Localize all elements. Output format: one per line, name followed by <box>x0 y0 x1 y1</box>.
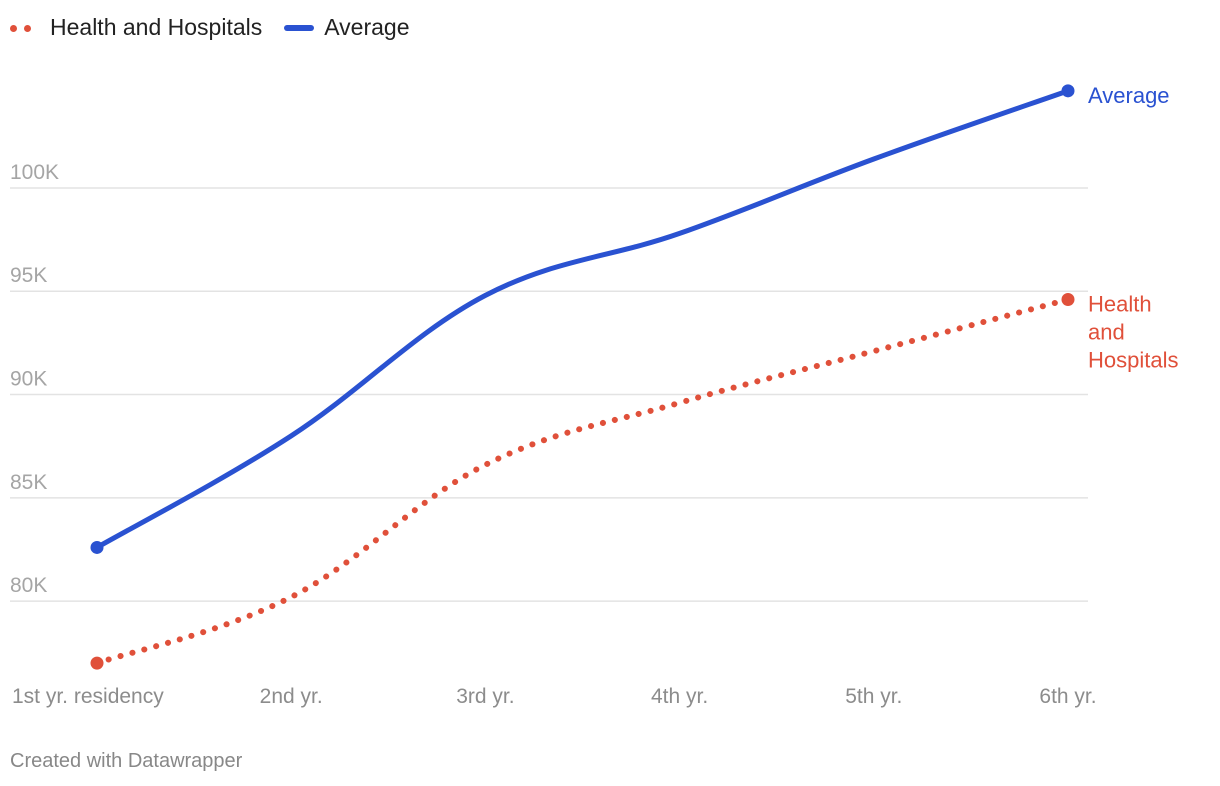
legend-item-average: Average <box>284 14 410 41</box>
x-tick-label: 3rd yr. <box>456 685 514 708</box>
y-axis-tick-labels: 80K 85K 90K 95K 100K <box>10 161 59 597</box>
legend-label-average: Average <box>324 14 410 40</box>
series-lines <box>90 84 1075 670</box>
x-tick-label: 6th yr. <box>1039 685 1096 708</box>
chart-legend: Health and Hospitals Average <box>10 14 410 41</box>
data-point-health-and-hospitals-start <box>90 656 104 670</box>
x-tick-label: 4th yr. <box>651 685 708 708</box>
data-point-average-start <box>90 540 104 554</box>
x-axis-tick-labels: 1st yr. residency 2nd yr. 3rd yr. 4th yr. 5t… <box>12 685 1097 708</box>
y-tick-label: 90K <box>10 368 47 391</box>
y-tick-label: 100K <box>10 161 59 184</box>
y-tick-label: 85K <box>10 471 47 494</box>
legend-swatch-dotted <box>10 24 40 32</box>
data-point-health-and-hospitals-end <box>1061 293 1075 307</box>
series-line-average <box>94 88 1071 550</box>
y-tick-label: 80K <box>10 574 47 597</box>
data-point-average-end <box>1061 84 1075 98</box>
x-tick-label: 1st yr. residency <box>12 685 164 708</box>
end-label-health-and-hospitals: Health and Hospitals <box>1088 292 1178 373</box>
legend-item-health-and-hospitals: Health and Hospitals <box>10 14 262 41</box>
end-label-average: Average <box>1088 83 1170 108</box>
legend-label-health-and-hospitals: Health and Hospitals <box>50 14 263 40</box>
x-tick-label: 5th yr. <box>845 685 902 708</box>
chart-credit: Created with Datawrapper <box>10 750 243 772</box>
series-line-health-and-hospitals <box>94 296 1071 667</box>
gridlines <box>10 187 1088 602</box>
x-tick-label: 2nd yr. <box>260 685 323 708</box>
legend-swatch-solid <box>284 24 315 31</box>
series-end-labels: Health and Hospitals Average <box>1088 83 1178 373</box>
y-tick-label: 95K <box>10 264 47 287</box>
